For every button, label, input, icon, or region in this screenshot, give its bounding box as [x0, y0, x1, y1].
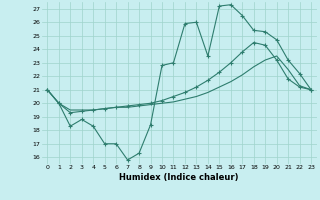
X-axis label: Humidex (Indice chaleur): Humidex (Indice chaleur) [119, 173, 239, 182]
